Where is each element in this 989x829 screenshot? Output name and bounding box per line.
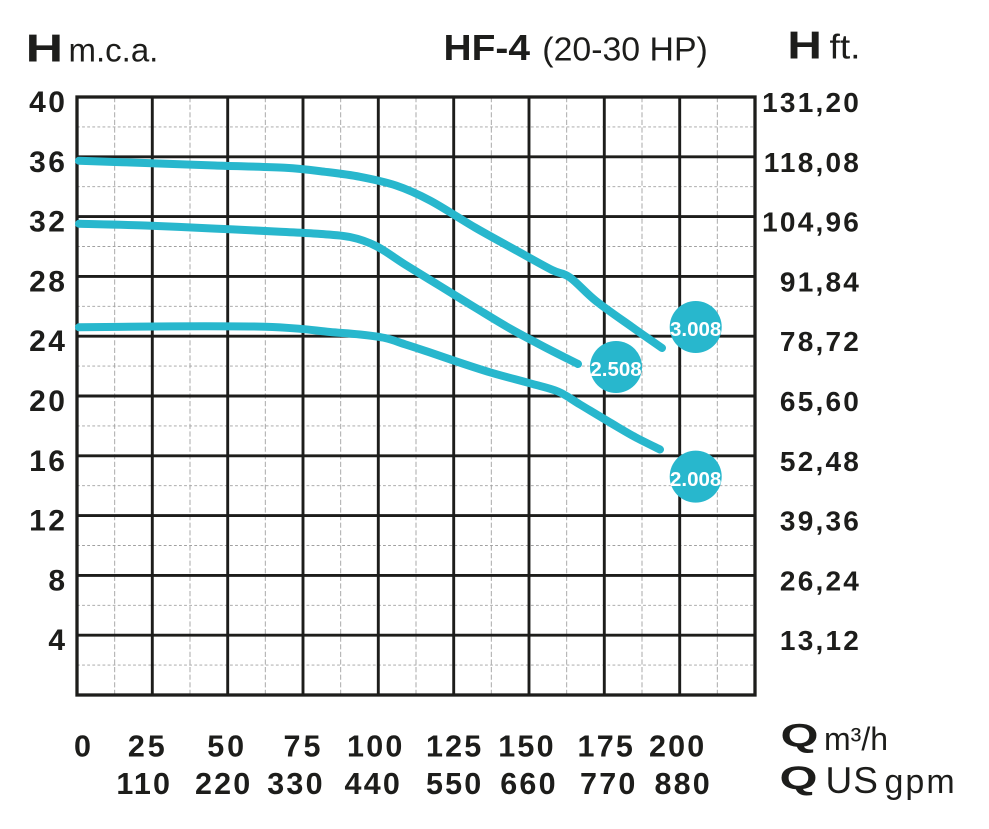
svg-text:40: 40 xyxy=(29,86,67,119)
svg-text:91,84: 91,84 xyxy=(780,266,861,297)
svg-text:13,12: 13,12 xyxy=(780,625,861,656)
svg-text:26,24: 26,24 xyxy=(780,565,861,596)
svg-text:220: 220 xyxy=(195,767,253,801)
svg-text:118,08: 118,08 xyxy=(764,147,861,178)
svg-text:0: 0 xyxy=(74,730,94,764)
svg-text:16: 16 xyxy=(29,445,67,478)
svg-text:3.008: 3.008 xyxy=(670,318,721,341)
svg-text:12: 12 xyxy=(29,505,67,538)
svg-text:HF-4: HF-4 xyxy=(444,27,531,68)
svg-text:Q: Q xyxy=(780,760,818,796)
svg-text:28: 28 xyxy=(29,265,67,298)
svg-text:2.508: 2.508 xyxy=(590,358,641,381)
svg-text:75: 75 xyxy=(284,730,324,764)
svg-text:50: 50 xyxy=(207,730,247,764)
svg-text:330: 330 xyxy=(267,767,325,801)
svg-text:78,72: 78,72 xyxy=(780,326,861,357)
svg-text:(20-30 HP): (20-30 HP) xyxy=(542,31,708,68)
svg-text:39,36: 39,36 xyxy=(780,506,861,537)
svg-text:440: 440 xyxy=(345,767,403,801)
svg-text:125: 125 xyxy=(426,730,484,764)
svg-text:24: 24 xyxy=(29,325,67,358)
svg-text:m.c.a.: m.c.a. xyxy=(69,32,159,69)
svg-text:H: H xyxy=(26,28,64,71)
svg-text:104,96: 104,96 xyxy=(762,207,861,238)
svg-text:US: US xyxy=(826,760,879,801)
svg-text:36: 36 xyxy=(29,146,67,179)
svg-text:Q: Q xyxy=(781,718,819,754)
svg-text:gpm: gpm xyxy=(885,763,957,801)
svg-text:52,48: 52,48 xyxy=(780,446,861,477)
svg-text:200: 200 xyxy=(649,730,707,764)
svg-text:880: 880 xyxy=(654,767,712,801)
svg-text:550: 550 xyxy=(426,767,484,801)
svg-text:H: H xyxy=(787,25,822,68)
svg-text:2.008: 2.008 xyxy=(670,468,721,491)
svg-text:175: 175 xyxy=(578,730,636,764)
svg-text:25: 25 xyxy=(128,730,168,764)
svg-text:ft.: ft. xyxy=(830,29,861,67)
svg-text:20: 20 xyxy=(29,385,67,418)
svg-text:770: 770 xyxy=(580,767,638,801)
svg-text:65,60: 65,60 xyxy=(780,386,861,417)
svg-text:131,20: 131,20 xyxy=(762,87,861,118)
svg-text:4: 4 xyxy=(48,624,67,657)
svg-text:8: 8 xyxy=(48,564,67,597)
svg-text:110: 110 xyxy=(116,767,172,801)
svg-text:660: 660 xyxy=(500,767,558,801)
svg-text:150: 150 xyxy=(498,730,556,764)
svg-text:m³/h: m³/h xyxy=(824,721,888,757)
svg-text:32: 32 xyxy=(29,206,67,239)
svg-text:100: 100 xyxy=(347,730,405,764)
